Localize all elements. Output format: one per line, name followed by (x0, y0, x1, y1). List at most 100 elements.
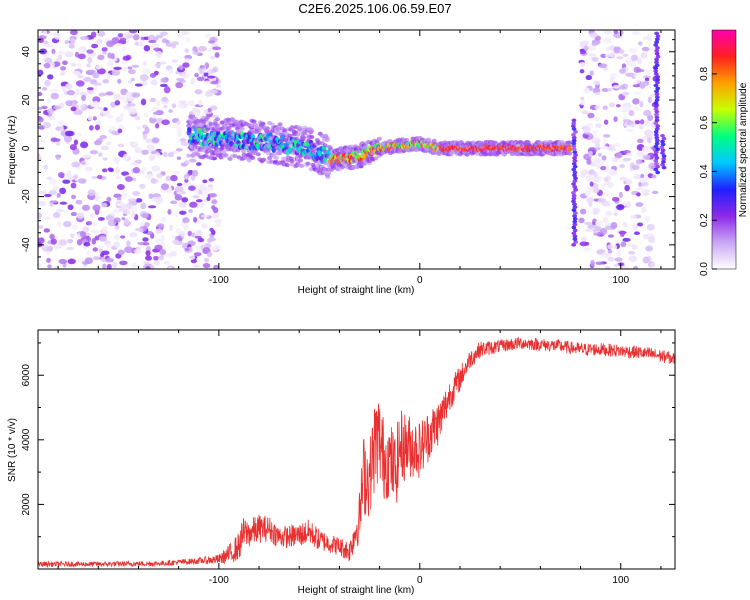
spectrogram-blob (635, 159, 643, 165)
spectrogram-blob (171, 59, 179, 63)
spectrogram-streak (654, 138, 660, 143)
spectrogram-streak (571, 135, 577, 140)
spectrogram-blob (44, 44, 54, 48)
spectrogram-streak (654, 89, 659, 94)
spectrogram-streak (572, 205, 578, 209)
spectrogram-blob (171, 235, 177, 239)
spectrogram-halo (276, 129, 282, 134)
spectrogram-blob (193, 252, 202, 257)
spectrogram-streak (572, 219, 578, 224)
spectrogram-blob (98, 235, 107, 242)
spectrogram-blob (123, 32, 133, 37)
spectrogram-blob (156, 172, 163, 179)
spectrogram-blob (91, 175, 98, 180)
spectrogram-blob (79, 104, 86, 109)
spectrogram-blob (201, 223, 208, 229)
colorbar-tick-label: 0.0 (699, 262, 710, 276)
spectrogram-halo (200, 120, 206, 125)
spectrogram-halo (269, 122, 275, 127)
spectrogram-blob (114, 167, 121, 174)
spectrogram-halo (267, 156, 273, 161)
spectrogram-blob (38, 142, 42, 147)
spectrogram-streak (660, 162, 665, 167)
spectrogram-blob (103, 107, 108, 112)
spectrogram-blob (595, 261, 604, 266)
colorbar-gradient (711, 29, 737, 270)
spectrogram-blob (97, 30, 106, 37)
spectrogram-blob (601, 182, 607, 189)
spectrogram-streak (654, 141, 660, 146)
spectrogram-blob (609, 73, 618, 78)
spectrogram-blob (148, 154, 156, 161)
spectrogram-blob (194, 188, 199, 196)
spectrogram-streak (654, 127, 660, 131)
ytick-label: 40 (21, 46, 32, 58)
spectrogram-blob (116, 202, 123, 207)
spectrogram-blob (587, 112, 595, 119)
spectrogram-blob (105, 242, 112, 249)
spectrogram-blob (84, 232, 91, 236)
spectrogram-blob (80, 230, 87, 238)
spectrogram-blob (194, 72, 199, 78)
spectrogram-blob (167, 152, 174, 158)
spectrogram-streak (571, 147, 577, 152)
spectrogram-blob (619, 176, 628, 181)
snr-ylabel: SNR (10 * v/v) (7, 418, 18, 482)
spectrogram-blob (113, 217, 121, 223)
spectrogram-blob (207, 68, 215, 75)
spectrogram-blob (599, 228, 608, 235)
spectrogram-blob (57, 171, 65, 178)
spectrogram-blob (633, 265, 639, 269)
spectrogram-blob (46, 257, 51, 263)
spectrogram-blob (38, 225, 44, 229)
spectrogram-streak (572, 156, 577, 160)
spectrogram-blob (43, 62, 51, 69)
spectrogram-core (567, 147, 573, 152)
snr-marks (38, 336, 675, 569)
spectrogram-blob (584, 228, 594, 232)
spectrogram-halo (309, 128, 315, 133)
spectrogram-blob (640, 52, 648, 59)
spectrogram-blob (82, 226, 90, 233)
spectrogram-blob (208, 186, 213, 192)
spectrogram-halo (567, 140, 573, 145)
spectrogram-blob (125, 176, 133, 182)
spectrogram-blob (124, 246, 133, 254)
spectrogram-blob (102, 109, 111, 116)
spectrogram-blob (595, 142, 601, 149)
spectrogram-blob (38, 69, 44, 76)
spectrogram-streak (571, 225, 577, 230)
spectrogram-blob (607, 181, 614, 189)
spectrogram-blob (640, 177, 645, 184)
spectrogram-blob (68, 43, 75, 49)
spectrogram-streak (653, 159, 659, 163)
spectrogram-blob (123, 105, 130, 110)
spectrogram-halo (404, 137, 410, 142)
colorbar-tick-labels: 0.0 0.2 0.4 0.6 0.8 (699, 67, 710, 276)
spectrogram-blob (57, 120, 67, 126)
spectrogram-blob (92, 204, 101, 212)
spectrogram-blob (608, 102, 616, 108)
spectrogram-blob (178, 79, 186, 83)
spectrogram-blob (634, 106, 639, 111)
spectrogram-blob (134, 83, 143, 87)
spectrogram-core (315, 155, 320, 161)
spectrogram-blob (98, 152, 103, 157)
spectrogram-blob (195, 162, 202, 166)
spectrogram-blob (168, 266, 173, 269)
spectrogram-blob (38, 237, 45, 244)
spectrogram-blob (141, 166, 147, 172)
spectrogram-blob (131, 262, 137, 269)
ytick-label: 20 (21, 94, 32, 106)
spectrogram-blob (38, 37, 44, 44)
spectrogram-streak (660, 148, 666, 153)
spectrogram-blob (597, 197, 607, 204)
spectrogram-blob (63, 135, 73, 143)
spectrogram-blob (148, 50, 154, 55)
spectrogram-blob (593, 171, 598, 178)
spectrogram-blob (149, 264, 155, 269)
spectrogram-streak (573, 130, 578, 134)
spectrogram-blob (645, 245, 653, 252)
spectrogram-streak (572, 216, 578, 221)
spectrogram-blob (47, 108, 55, 115)
